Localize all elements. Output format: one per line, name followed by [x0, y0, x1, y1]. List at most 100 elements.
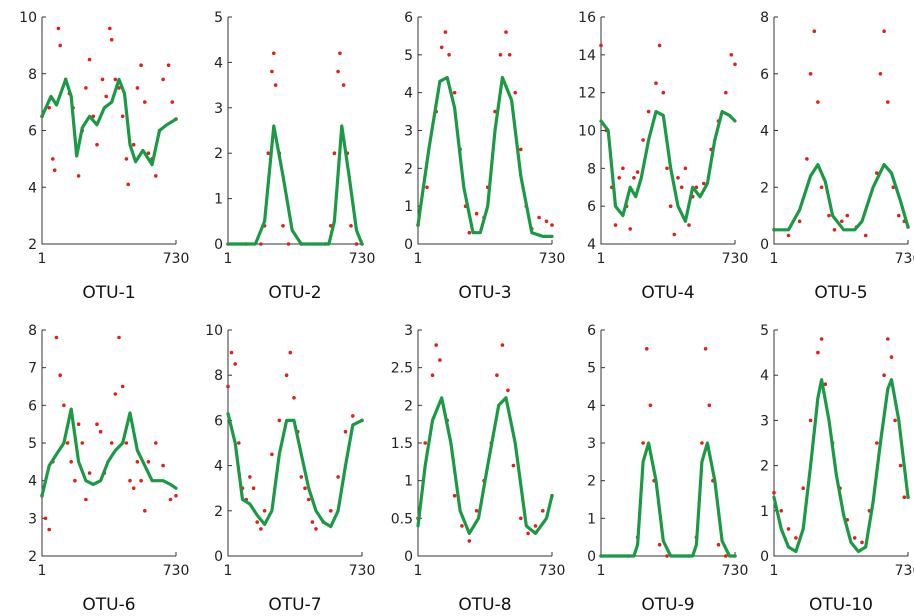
data-point [443, 30, 448, 34]
y-tick-label: 2 [214, 504, 223, 520]
data-point [537, 215, 541, 220]
data-point [237, 441, 241, 445]
data-point [270, 452, 274, 457]
x-tick-label: 730 [163, 563, 190, 579]
fit-line [599, 110, 737, 223]
data-point [898, 463, 903, 468]
data-point [621, 166, 625, 171]
data-point [498, 53, 503, 57]
data-point [69, 460, 73, 464]
y-tick-label: 6 [760, 67, 769, 83]
y-tick-label: 1 [214, 192, 223, 208]
data-point [338, 51, 342, 56]
y-tick-label: 4 [760, 124, 769, 140]
data-point [657, 43, 662, 48]
data-point [430, 373, 435, 378]
data-point [617, 176, 621, 180]
y-tick-label: 8 [28, 323, 37, 339]
data-point [852, 536, 857, 540]
data-point [801, 486, 805, 491]
y-tick-label: 0 [404, 549, 413, 565]
data-point [98, 429, 103, 434]
data-point [135, 460, 140, 464]
data-point [65, 441, 70, 445]
y-tick-label: 0 [760, 237, 769, 253]
data-point [58, 43, 62, 48]
data-point [863, 233, 868, 238]
data-point [519, 147, 523, 152]
data-point [819, 185, 824, 190]
data-point [628, 227, 632, 231]
data-point [533, 524, 538, 528]
data-point [687, 223, 691, 227]
data-point [51, 157, 55, 161]
data-point [126, 182, 130, 187]
data-point [425, 185, 429, 190]
data-point [724, 554, 728, 558]
data-point [507, 53, 512, 57]
data-point [47, 106, 51, 110]
y-tick-label: 7 [28, 361, 37, 377]
y-tick-label: 8 [214, 368, 223, 384]
data-point [174, 493, 178, 498]
data-point [816, 350, 820, 355]
panel-4: 4 6 8 10 12 14 16 1 730 OTU-4 [578, 10, 748, 303]
axis-frame [773, 330, 908, 557]
y-tick-label: 6 [28, 398, 37, 414]
data-point [108, 26, 112, 31]
data-point [495, 373, 499, 378]
observed-points [772, 337, 910, 545]
data-point [336, 475, 340, 479]
data-point [248, 475, 252, 479]
data-point [423, 441, 428, 445]
observed-points [416, 343, 554, 543]
data-point [131, 142, 136, 147]
data-point [80, 441, 85, 445]
data-point [161, 77, 165, 82]
data-point [332, 151, 337, 155]
axis-frame [600, 17, 735, 245]
panel-title: OTU-7 [268, 595, 321, 615]
data-point [56, 26, 61, 31]
data-point [272, 51, 276, 56]
data-point [354, 242, 359, 246]
data-point [143, 509, 147, 513]
data-point [703, 347, 708, 351]
data-point [668, 204, 673, 208]
y-tick-label: 4 [28, 474, 37, 490]
data-point [452, 90, 457, 95]
panel-title: OTU-9 [641, 595, 694, 615]
y-tick-label: 12 [578, 86, 596, 102]
data-point [882, 29, 886, 33]
observed-points [40, 335, 178, 532]
data-point [109, 37, 114, 42]
y-tick-label: 2 [28, 549, 37, 565]
data-point [526, 531, 530, 536]
panel-title: OTU-10 [809, 595, 873, 615]
y-tick-label: 2 [760, 459, 769, 475]
data-point [336, 69, 340, 74]
data-point [139, 478, 143, 483]
data-point [100, 77, 105, 82]
panel-title: OTU-8 [458, 595, 511, 615]
data-point [886, 100, 890, 104]
y-tick-label: 1 [404, 474, 413, 490]
data-point [679, 185, 684, 190]
x-tick-label: 1 [38, 251, 47, 267]
data-point [729, 53, 734, 57]
data-point [702, 181, 706, 186]
y-tick-label: 5 [587, 361, 596, 377]
data-point [87, 471, 92, 475]
observed-points [40, 26, 178, 187]
data-point [823, 382, 828, 387]
axis-frame [227, 330, 362, 557]
x-tick-label: 1 [770, 563, 779, 579]
data-point [832, 228, 837, 232]
x-tick-label: 730 [895, 251, 914, 267]
y-tick-label: 4 [404, 86, 413, 102]
data-point [716, 542, 721, 547]
data-point [273, 83, 278, 87]
panel-1: 2 4 6 8 10 1 730 OTU-1 [19, 10, 189, 303]
